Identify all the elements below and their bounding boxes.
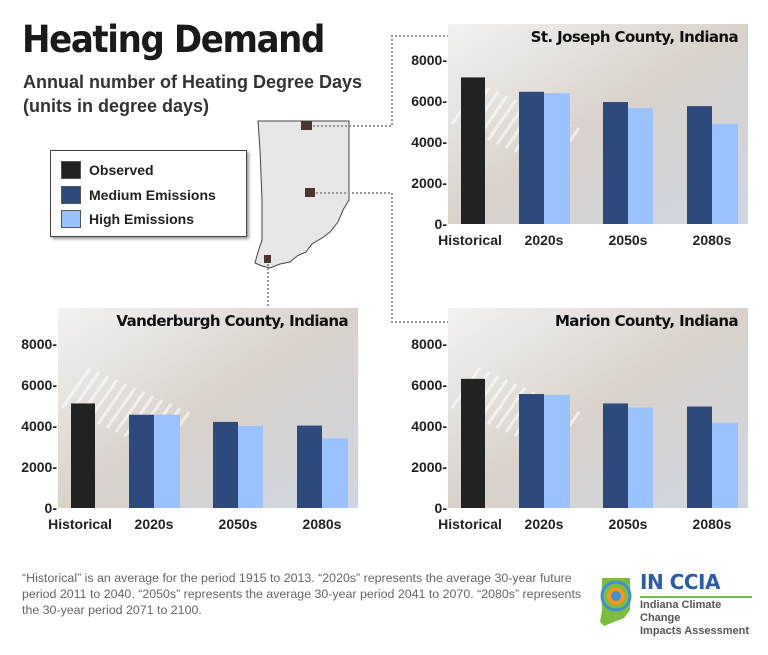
- bar-observed-historical: [461, 378, 485, 508]
- x-tick-label: 2020s: [135, 516, 174, 532]
- y-tick-label: 4000-: [411, 418, 447, 434]
- y-tick-label: 0-: [45, 500, 58, 516]
- y-tick-label: 0-: [435, 500, 448, 516]
- marion-marker: [305, 188, 315, 197]
- x-tick-label: 2050s: [219, 516, 258, 532]
- legend-label: Medium Emissions: [89, 187, 216, 203]
- x-tick-label: 2080s: [693, 516, 732, 532]
- bar-medium-emissions-2050s: [213, 421, 238, 508]
- legend-label: Observed: [89, 162, 154, 178]
- legend-swatch: [61, 161, 81, 179]
- y-tick-label: 6000-: [21, 377, 57, 393]
- subtitle-line-2: (units in degree days): [23, 96, 210, 116]
- bar-observed-historical: [461, 77, 485, 224]
- bar-high-emissions-2050s: [628, 108, 653, 224]
- logo-acronym: IN CCIA: [640, 570, 720, 594]
- chart-title: Vanderburgh County, Indiana: [116, 312, 348, 330]
- bar-medium-emissions-2020s: [129, 414, 154, 508]
- legend-item-observed: Observed: [61, 161, 154, 179]
- x-tick-label: 2050s: [609, 232, 648, 248]
- footnote: “Historical” is an average for the perio…: [22, 571, 582, 617]
- y-tick-label: 8000-: [411, 336, 447, 352]
- y-tick-label: 2000-: [411, 175, 447, 191]
- bar-high-emissions-2050s: [238, 426, 263, 508]
- vanderburgh-marker: [264, 255, 271, 263]
- legend-item-high: High Emissions: [61, 210, 194, 228]
- y-tick-label: 2000-: [411, 459, 447, 475]
- chart-title: Marion County, Indiana: [555, 312, 738, 330]
- y-tick-label: 0-: [435, 216, 448, 232]
- chart-marion-county-indiana: Marion County, Indiana 0- 2000- 4000- 6000- 8…: [411, 308, 748, 532]
- chart-vanderburgh-county-indiana: Vanderburgh County, Indiana 0- 2000- 4000- 6…: [21, 308, 358, 532]
- legend-swatch: [61, 186, 81, 204]
- radiator-fin: [96, 383, 128, 425]
- bar-high-emissions-2080s: [322, 438, 348, 508]
- x-tick-label: Historical: [48, 516, 112, 532]
- radiator-fin: [60, 367, 92, 409]
- legend-label: High Emissions: [89, 211, 195, 227]
- legend-item-medium: Medium Emissions: [61, 186, 216, 204]
- bar-medium-emissions-2020s: [519, 91, 544, 225]
- bar-observed-historical: [71, 403, 95, 508]
- bar-medium-emissions-2020s: [519, 394, 544, 508]
- bar-high-emissions-2020s: [544, 394, 570, 508]
- inccia-logo: IN CCIA Indiana Climate Change Impacts As…: [596, 570, 756, 637]
- x-tick-label: 2080s: [303, 516, 342, 532]
- bar-high-emissions-2020s: [154, 414, 180, 508]
- y-tick-label: 6000-: [411, 377, 447, 393]
- radiator-fin: [105, 387, 137, 429]
- bar-medium-emissions-2080s: [687, 106, 712, 224]
- bar-medium-emissions-2080s: [297, 425, 322, 508]
- y-tick-label: 8000-: [411, 52, 447, 68]
- indiana-sun-logo-icon: [600, 578, 632, 626]
- x-tick-label: 2080s: [693, 232, 732, 248]
- x-tick-label: Historical: [438, 232, 502, 248]
- y-tick-label: 8000-: [21, 336, 57, 352]
- logo-divider: [640, 596, 752, 598]
- indiana-outline: [254, 120, 350, 269]
- bar-medium-emissions-2050s: [603, 403, 628, 508]
- legend-swatch: [61, 210, 81, 228]
- legend: Observed Medium Emissions High Emissions: [50, 150, 247, 237]
- y-tick-label: 6000-: [411, 93, 447, 109]
- radiator-fin: [114, 391, 146, 433]
- bar-high-emissions-2080s: [712, 123, 738, 224]
- y-tick-label: 2000-: [21, 459, 57, 475]
- y-tick-label: 4000-: [21, 418, 57, 434]
- chart-title: St. Joseph County, Indiana: [531, 28, 738, 46]
- bar-medium-emissions-2080s: [687, 406, 712, 508]
- x-tick-label: 2050s: [609, 516, 648, 532]
- x-tick-label: Historical: [438, 516, 502, 532]
- bar-high-emissions-2020s: [544, 93, 570, 225]
- page-title: Heating Demand: [22, 18, 325, 61]
- bar-medium-emissions-2050s: [603, 102, 628, 224]
- bar-high-emissions-2050s: [628, 407, 653, 508]
- x-tick-label: 2020s: [525, 516, 564, 532]
- x-tick-label: 2020s: [525, 232, 564, 248]
- radiator-fin: [486, 383, 518, 425]
- subtitle-line-1: Annual number of Heating Degree Days: [23, 72, 363, 92]
- radiator-fin: [486, 99, 518, 141]
- logo-name: Indiana Climate Change Impacts Assessment: [640, 599, 750, 637]
- chart-st-joseph-county-indiana: St. Joseph County, Indiana 0- 2000- 4000- 60…: [411, 24, 748, 248]
- st-joseph-marker: [301, 121, 312, 130]
- bar-high-emissions-2080s: [712, 422, 738, 508]
- y-tick-label: 4000-: [411, 134, 447, 150]
